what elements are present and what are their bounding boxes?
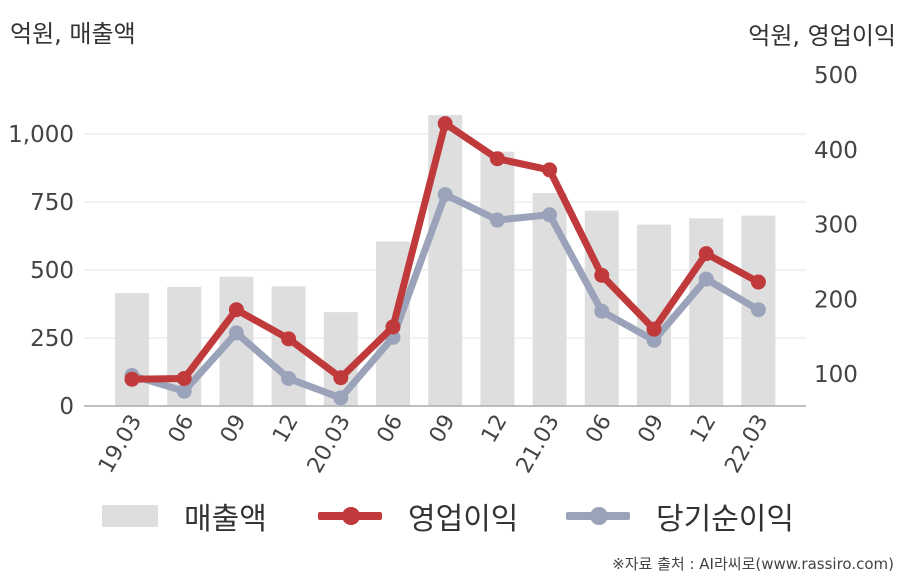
x-tick-label: 06 [581,411,617,448]
right-tick-label: 200 [814,287,858,313]
legend: 매출액 영업이익 당기순이익 [0,494,908,537]
x-tick-label: 12 [686,411,722,448]
legend-label-operating-profit: 영업이익 [408,502,519,537]
bar-revenue [532,193,567,406]
legend-item-net-income: 당기순이익 [566,494,794,538]
legend-item-operating-profit: 영업이익 [318,494,518,538]
source-note: ※자료 출처 : AI라씨로(www.rassiro.com) [612,555,894,573]
x-tick-label: 06 [164,411,200,448]
right-tick-label: 100 [814,362,858,388]
legend-item-revenue: 매출액 [102,494,267,538]
left-tick-label: 250 [30,326,74,352]
legend-label-net-income: 당기순이익 [656,502,794,537]
point-operating-profit [489,151,505,167]
point-net-income [646,332,662,348]
point-net-income [489,212,505,228]
point-operating-profit [698,246,714,262]
x-tick-label: 09 [634,411,670,448]
x-tick-label: 21.03 [512,411,565,478]
point-operating-profit [176,370,192,386]
legend-swatch-bar [102,505,158,527]
point-net-income [281,370,297,386]
point-operating-profit [281,331,297,347]
left-tick-label: 750 [30,190,74,216]
point-operating-profit [228,302,244,318]
x-tick-label: 06 [373,411,409,448]
point-net-income [333,390,349,406]
point-net-income [228,325,244,341]
x-tick-label: 19.03 [94,411,147,478]
right-tick-label: 300 [814,213,858,239]
left-axis-unit: 억원, 매출액 [10,20,136,48]
x-tick-label: 22.03 [720,411,773,478]
point-operating-profit [333,370,349,386]
x-tick-label: 09 [425,411,461,448]
point-net-income [698,271,714,287]
legend-label-revenue: 매출액 [184,502,267,537]
point-operating-profit [437,116,453,132]
right-tick-label: 500 [814,63,858,89]
x-tick-label: 12 [268,411,304,448]
x-tick-label: 12 [477,411,513,448]
point-operating-profit [750,274,766,290]
left-tick-label: 0 [59,394,74,420]
point-operating-profit [124,371,140,387]
legend-swatch-line-gray [566,507,630,525]
point-operating-profit [594,267,610,283]
right-axis-unit: 억원, 영업이익 [748,22,896,50]
point-net-income [176,383,192,399]
legend-swatch-line-red [318,507,382,525]
x-tick-label: 20.03 [303,411,356,478]
left-tick-label: 1,000 [8,122,74,148]
bar-revenue [115,293,149,406]
x-tick-label: 09 [216,411,252,448]
point-net-income [437,187,453,203]
bar-revenue [480,151,515,406]
point-operating-profit [385,319,401,335]
combo-chart: 0 250 500 750 1,000 100 200 300 400 500 19.03 06 09 1… [8,63,858,478]
point-net-income [750,302,766,318]
left-tick-label: 500 [30,258,74,284]
point-net-income [594,303,610,319]
point-operating-profit [542,162,558,178]
point-net-income [542,207,558,223]
point-operating-profit [646,321,662,337]
right-tick-label: 400 [814,138,858,164]
